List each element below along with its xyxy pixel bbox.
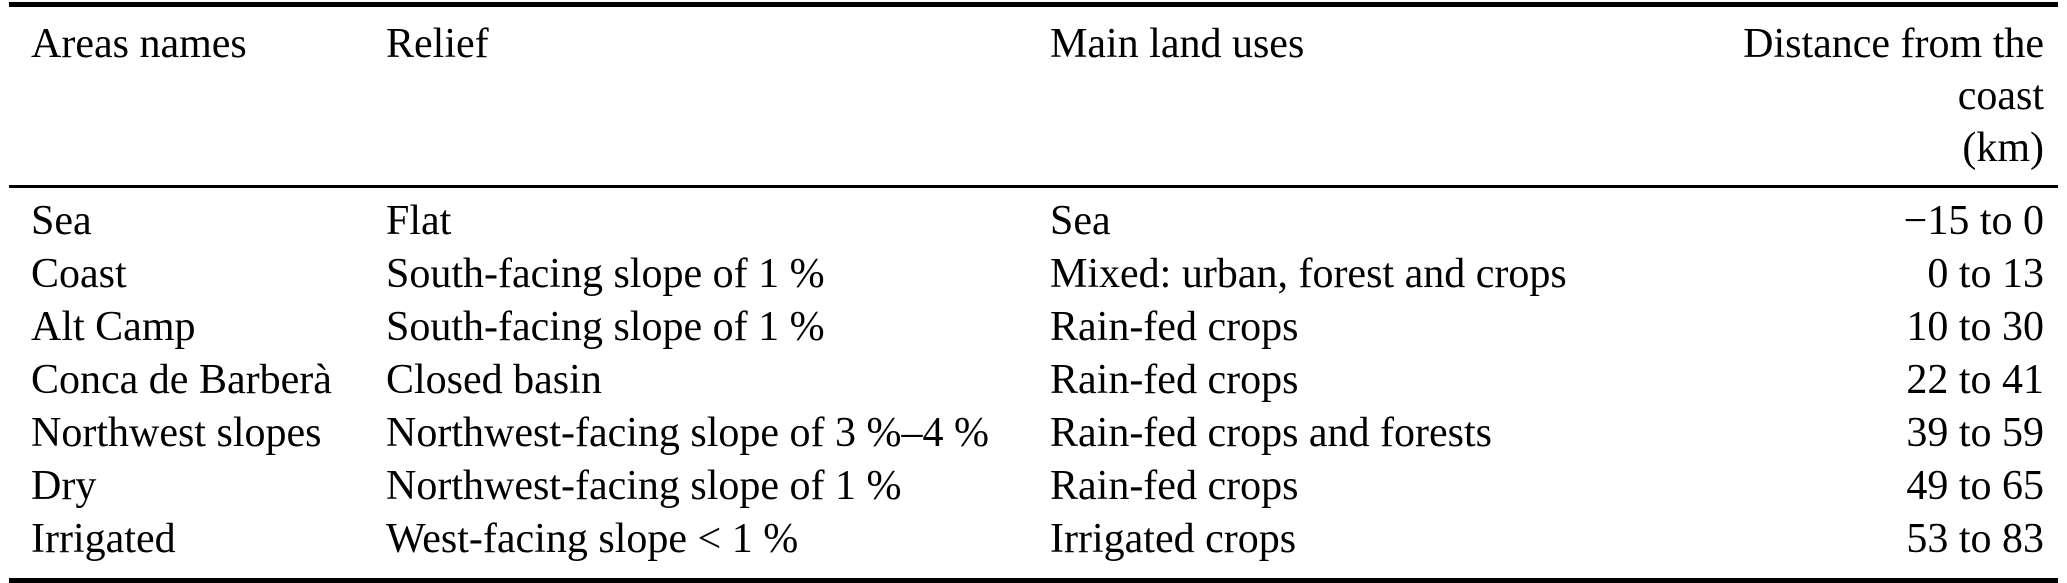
table-cell-relief: Flat: [386, 198, 452, 244]
table-cell-land_uses: Rain-fed crops: [1050, 463, 1299, 509]
table-cell-relief: Northwest-facing slope of 1 %: [386, 463, 902, 509]
table-cell-land_uses: Sea: [1050, 198, 1111, 244]
header-row: Areas names Relief Main land uses Distance …: [9, 5, 2058, 187]
table-cell-areas: Northwest slopes: [31, 410, 322, 456]
table-cell-land_uses: Rain-fed crops and forests: [1050, 410, 1493, 456]
table-body: Sea Flat Sea −15 to 0 Coast South-facing slop…: [9, 187, 2058, 581]
table-cell-areas: Irrigated: [31, 516, 176, 562]
table-row: Alt Camp South-facing slope of 1 % Rain-fe…: [9, 301, 2058, 354]
areas-table: Areas names Relief Main land uses Distance …: [9, 2, 2058, 583]
column-header-distance: Distance from the coast (km): [1743, 21, 2044, 171]
table-cell-distance: −15 to 0: [1903, 198, 2044, 244]
table-cell-relief: South-facing slope of 1 %: [386, 304, 825, 350]
column-header-areas: Areas names: [31, 21, 247, 67]
column-header-relief: Relief: [386, 21, 489, 67]
table-row: Northwest slopes Northwest-facing slope o…: [9, 407, 2058, 460]
table-cell-areas: Conca de Barberà: [31, 357, 332, 403]
table-cell-distance: 49 to 65: [1906, 463, 2044, 509]
table-cell-distance: 39 to 59: [1906, 410, 2044, 456]
table-cell-distance: 0 to 13: [1927, 251, 2044, 297]
table-cell-land_uses: Irrigated crops: [1050, 516, 1297, 562]
table-cell-relief: Closed basin: [386, 357, 602, 403]
table-cell-areas: Alt Camp: [31, 304, 196, 350]
table-cell-land_uses: Mixed: urban, forest and crops: [1050, 251, 1567, 297]
table-cell-distance: 22 to 41: [1906, 357, 2044, 403]
table-cell-land_uses: Rain-fed crops: [1050, 357, 1299, 403]
table-header: Areas names Relief Main land uses Distance …: [9, 5, 2058, 187]
table-row: Dry Northwest-facing slope of 1 % Rain-fed…: [9, 460, 2058, 513]
table-cell-areas: Dry: [31, 463, 97, 509]
table-cell-relief: South-facing slope of 1 %: [386, 251, 825, 297]
table-cell-relief: West-facing slope < 1 %: [386, 516, 799, 562]
table-row: Irrigated West-facing slope < 1 % Irrigate…: [9, 513, 2058, 581]
table-row: Conca de Barberà Closed basin Rain-fed cro…: [9, 354, 2058, 407]
table-cell-areas: Sea: [31, 198, 92, 244]
table-cell-land_uses: Rain-fed crops: [1050, 304, 1299, 350]
table-row: Coast South-facing slope of 1 % Mixed: urb…: [9, 248, 2058, 301]
table-cell-distance: 10 to 30: [1906, 304, 2044, 350]
table-cell-areas: Coast: [31, 251, 127, 297]
column-header-land_uses: Main land uses: [1050, 21, 1305, 67]
table-row: Sea Flat Sea −15 to 0: [9, 187, 2058, 249]
table-cell-relief: Northwest-facing slope of 3 %–4 %: [386, 410, 990, 456]
table-cell-distance: 53 to 83: [1906, 516, 2044, 562]
